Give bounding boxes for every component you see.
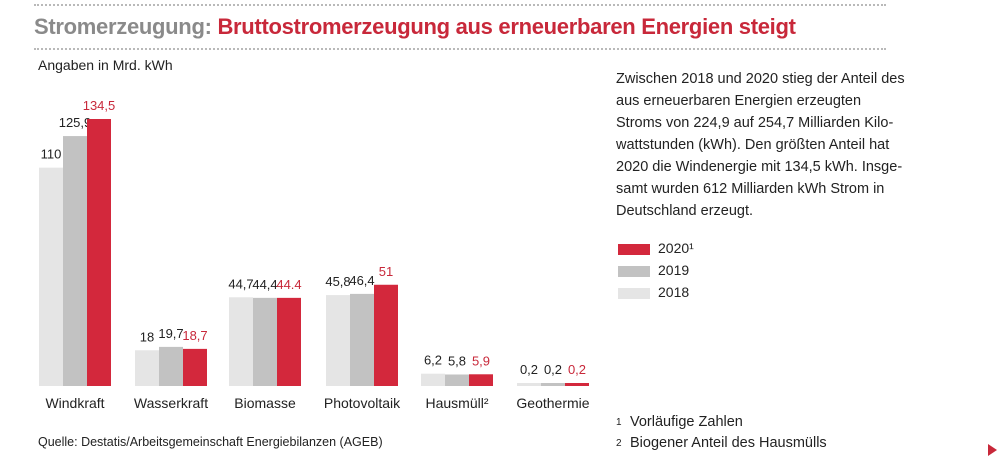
data-label: 44,4	[252, 277, 277, 292]
data-label: 19,7	[158, 326, 183, 341]
data-label: 46,4	[349, 273, 374, 288]
bar-2018-0	[39, 167, 63, 386]
category-label: Biomasse	[234, 395, 296, 411]
data-label: 5,8	[448, 353, 466, 368]
legend-swatch	[618, 266, 650, 277]
bar-2020-0	[87, 119, 111, 386]
footnote: 1 Vorläufige Zahlen	[616, 412, 827, 433]
footnote-mark: 2	[616, 438, 622, 449]
bar-2018-1	[135, 350, 159, 386]
description-text: Zwischen 2018 und 2020 stieg der Anteil …	[616, 71, 905, 219]
footnote: 2 Biogener Anteil des Hausmülls	[616, 433, 827, 454]
bar-2018-5	[517, 383, 541, 386]
bar-2019-4	[445, 374, 469, 386]
footnotes: 1 Vorläufige Zahlen 2 Biogener Anteil des H…	[616, 412, 827, 454]
data-label: 0,2	[544, 362, 562, 377]
next-arrow-icon[interactable]	[988, 444, 997, 456]
data-label: 125,9	[59, 115, 92, 130]
bar-2020-5	[565, 383, 589, 386]
data-label: 0,2	[520, 362, 538, 377]
data-label: 45,8	[325, 274, 350, 289]
bar-2018-2	[229, 297, 253, 386]
legend-swatch	[618, 244, 650, 255]
source-note: Quelle: Destatis/Arbeitsgemeinschaft Ene…	[38, 435, 383, 449]
bar-2019-0	[63, 136, 87, 386]
legend-label: 2020¹	[658, 240, 694, 256]
category-label: Geothermie	[516, 395, 589, 411]
bar-2018-4	[421, 373, 445, 386]
bar-2019-3	[350, 293, 374, 386]
category-label: Windkraft	[45, 395, 104, 411]
data-label: 134,5	[83, 98, 116, 113]
category-label: Photovoltaik	[324, 395, 401, 411]
page-title: Stromerzeugung: Bruttostromerzeugung aus…	[34, 14, 796, 40]
data-label: 44.4	[276, 277, 301, 292]
data-label: 110	[41, 147, 62, 162]
footnote-mark: 1	[616, 417, 622, 428]
title-prefix: Stromerzeugung:	[34, 14, 212, 39]
legend-swatch	[618, 288, 650, 299]
data-label: 44,7	[228, 276, 253, 291]
bar-2019-5	[541, 383, 565, 386]
bar-2019-1	[159, 346, 183, 386]
bar-2020-3	[374, 284, 398, 386]
data-label: 5,9	[472, 353, 490, 368]
bar-chart: 110 125,9 134,5 Windkraft 18 19,718,7 Wasserkr…	[39, 98, 590, 411]
data-label: 18,7	[182, 328, 207, 343]
data-label: 51	[379, 264, 393, 279]
data-label: 0,2	[568, 362, 586, 377]
title-main: Bruttostromerzeugung aus erneuerbaren En…	[217, 14, 796, 39]
title-dotted-rule	[34, 48, 886, 50]
bar-2018-3	[326, 295, 350, 386]
category-label: Hausmüll²	[425, 395, 488, 411]
legend-label: 2019	[658, 262, 690, 278]
bar-2020-2	[277, 297, 301, 386]
category-label: Wasserkraft	[134, 395, 208, 411]
data-label: 6,2	[424, 353, 442, 368]
bar-2019-2	[253, 297, 277, 386]
unit-label: Angaben in Mrd. kWh	[38, 57, 173, 73]
bar-2020-1	[183, 348, 207, 386]
footnote-text: Vorläufige Zahlen	[630, 414, 743, 430]
footnote-text: Biogener Anteil des Hausmülls	[630, 435, 827, 451]
data-label: 18	[140, 329, 154, 344]
legend-label: 2018	[658, 284, 690, 300]
bar-2020-4	[469, 374, 493, 386]
top-dotted-rule	[34, 4, 886, 6]
